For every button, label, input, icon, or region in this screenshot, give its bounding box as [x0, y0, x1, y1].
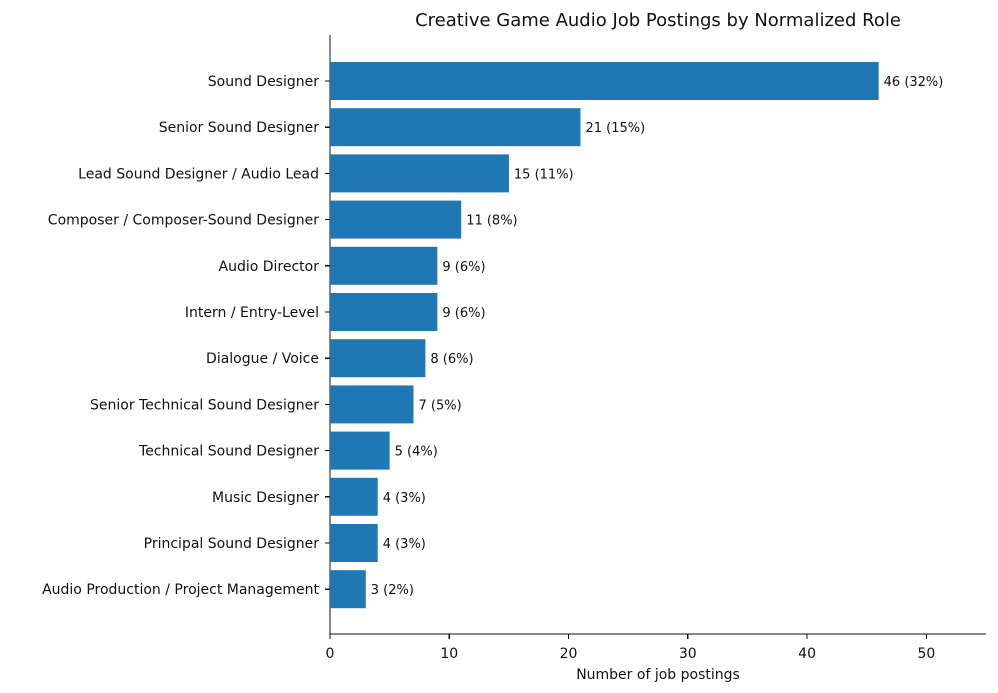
data-label: 15 (11%) [514, 167, 574, 182]
bar [330, 108, 581, 147]
y-tick-label: Audio Production / Project Management [42, 582, 319, 598]
y-tick-label: Senior Sound Designer [159, 120, 320, 136]
data-label: 46 (32%) [884, 75, 944, 90]
bar [330, 62, 879, 100]
x-tick-label: 20 [560, 646, 578, 662]
bars-group [330, 62, 879, 609]
bar [330, 385, 414, 424]
x-tick-label: 50 [917, 646, 935, 662]
y-tick-label: Audio Director [219, 259, 320, 275]
x-axis-ticks: 0 10 20 30 40 50 [326, 634, 935, 662]
data-label: 4 (3%) [383, 537, 426, 552]
data-label: 7 (5%) [418, 398, 461, 413]
bar [330, 431, 390, 470]
y-tick-label: Intern / Entry-Level [185, 305, 319, 321]
bar [330, 154, 509, 193]
category-labels: Sound Designer Senior Sound Designer Lead … [42, 74, 330, 598]
bar [330, 524, 378, 562]
y-tick-label: Technical Sound Designer [138, 444, 319, 460]
y-tick-label: Dialogue / Voice [206, 351, 319, 367]
data-label: 5 (4%) [395, 445, 438, 460]
x-tick-label: 0 [326, 646, 335, 662]
y-tick-label: Senior Technical Sound Designer [90, 397, 319, 413]
y-tick-label: Lead Sound Designer / Audio Lead [78, 166, 319, 182]
y-tick-label: Composer / Composer-Sound Designer [48, 213, 319, 229]
y-tick-label: Sound Designer [208, 74, 319, 90]
y-tick-label: Music Designer [212, 490, 319, 506]
data-label: 21 (15%) [585, 121, 645, 136]
y-tick-label: Principal Sound Designer [144, 536, 320, 552]
x-axis-label: Number of job postings [576, 667, 740, 683]
data-label: 8 (6%) [430, 352, 473, 367]
bar [330, 200, 462, 239]
bar [330, 339, 426, 378]
chart-title: Creative Game Audio Job Postings by Norm… [415, 10, 901, 31]
bar [330, 246, 438, 285]
bar [330, 477, 378, 516]
x-tick-label: 10 [440, 646, 458, 662]
data-label: 3 (2%) [371, 583, 414, 598]
data-label: 11 (8%) [466, 214, 517, 229]
data-label: 9 (6%) [442, 260, 485, 275]
x-tick-label: 30 [679, 646, 697, 662]
data-label: 9 (6%) [442, 306, 485, 321]
bar [330, 293, 438, 331]
bar [330, 570, 366, 609]
data-labels: 46 (32%) 21 (15%) 15 (11%) 11 (8%) 9 (6%) 9 (… [371, 75, 944, 598]
data-label: 4 (3%) [383, 491, 426, 506]
x-tick-label: 40 [798, 646, 816, 662]
